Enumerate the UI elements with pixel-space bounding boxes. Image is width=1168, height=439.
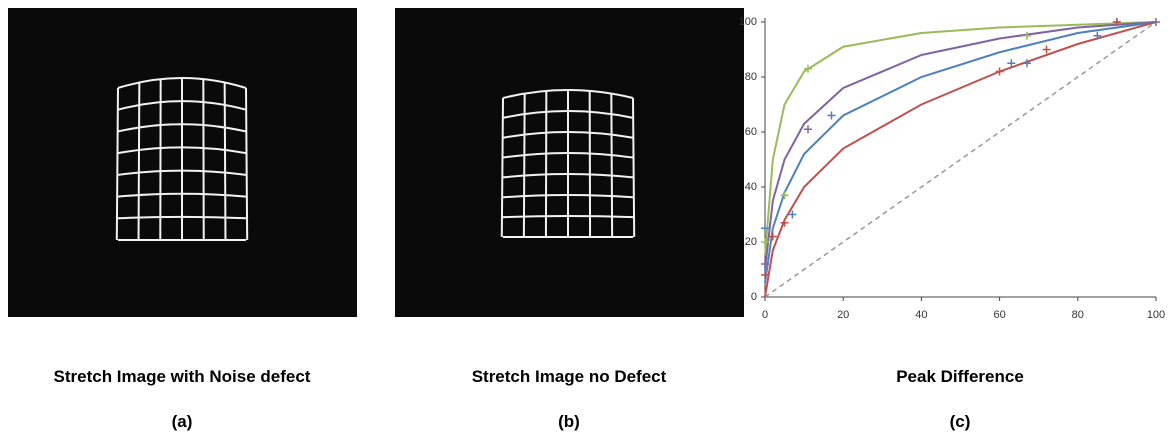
panel-label: (a): [172, 412, 193, 431]
panel-label: (c): [950, 412, 971, 431]
x-tick-label: 80: [1072, 309, 1084, 321]
caption: Stretch Image with Noise defect: [54, 367, 311, 386]
chart: 0 20 40 60 80 100 0 20 40 60 80 100: [739, 16, 1166, 321]
grid-stroke: [524, 94, 525, 237]
x-tick-label: 60: [993, 309, 1005, 321]
diagonal: [765, 22, 1156, 297]
image-b: [395, 8, 744, 317]
page: Stretch Image with Noise defect (a) Stre…: [0, 0, 1168, 439]
y-tick-label: 60: [745, 126, 757, 138]
caption: Peak Difference: [896, 367, 1024, 386]
y-tick-label: 40: [745, 181, 757, 193]
x-tick-label: 100: [1147, 309, 1165, 321]
grid-stroke: [225, 82, 226, 240]
grid-stroke: [502, 98, 503, 237]
cross-marker: [1043, 46, 1051, 54]
x-tick-label: 20: [837, 309, 849, 321]
cross-marker: [1152, 18, 1160, 26]
y-tick-label: 80: [745, 71, 757, 83]
y-tick-label: 20: [745, 236, 757, 248]
grid-stroke: [117, 88, 118, 240]
x-tick-label: 0: [762, 309, 768, 321]
curve: [765, 22, 1156, 283]
cross-marker: [996, 68, 1004, 76]
curve: [765, 22, 1156, 256]
y-tick-label: 100: [739, 16, 757, 28]
caption: Stretch Image no Defect: [472, 367, 667, 386]
cross-marker: [804, 125, 812, 133]
cross-marker: [1023, 32, 1031, 40]
grid-stroke: [139, 82, 140, 240]
figure: Stretch Image with Noise defect (a) Stre…: [0, 0, 1168, 439]
grid-stroke: [633, 98, 634, 237]
x-tick-label: 40: [915, 309, 927, 321]
grid-stroke: [611, 94, 612, 237]
grid-stroke: [246, 88, 247, 240]
panel-label: (b): [558, 412, 580, 431]
y-tick-label: 0: [751, 291, 757, 303]
cross-marker: [827, 112, 835, 120]
